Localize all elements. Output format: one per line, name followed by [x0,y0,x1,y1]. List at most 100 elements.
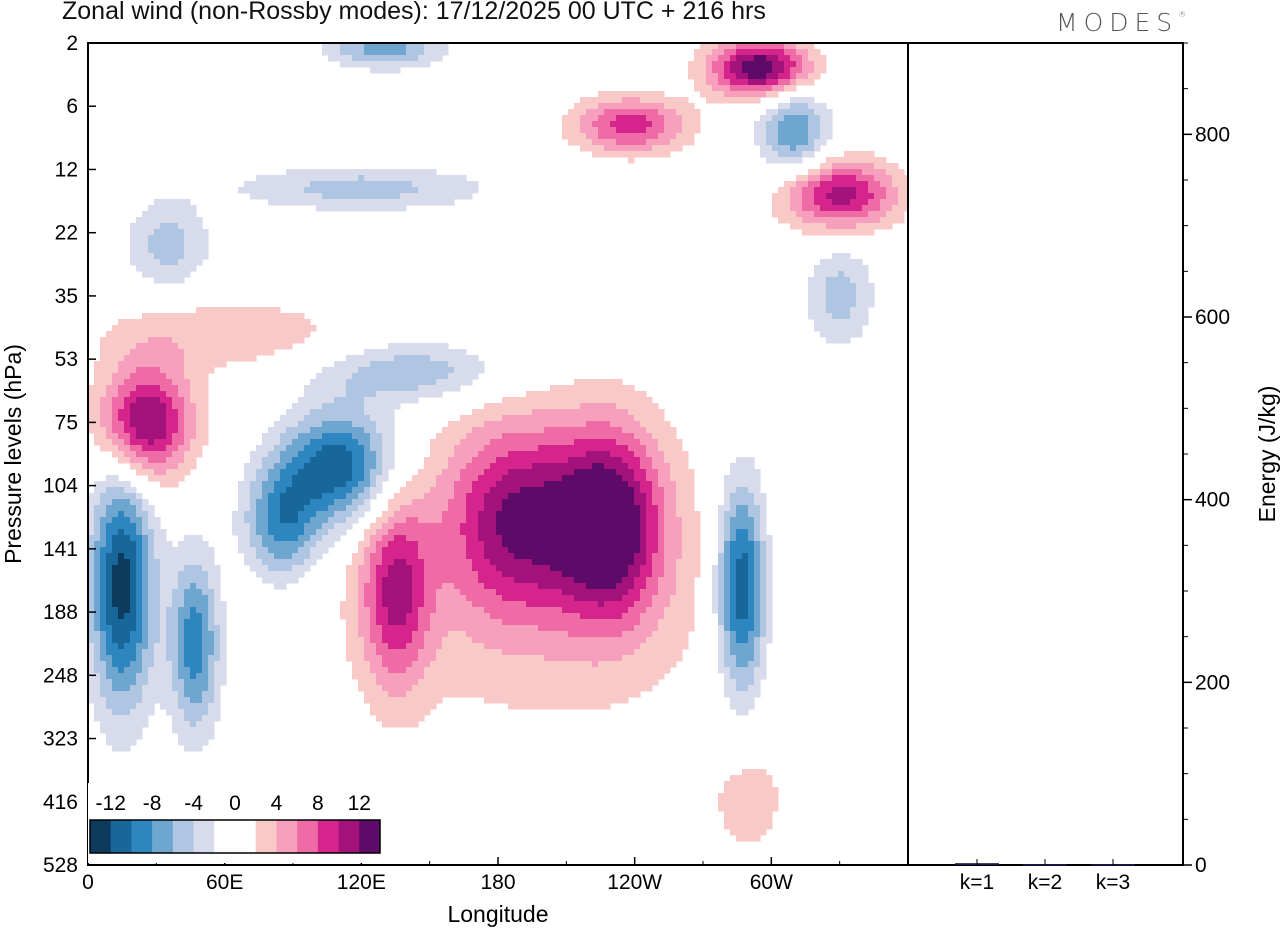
heatmap-cell [664,469,671,476]
heatmap-cell [430,505,437,512]
heatmap-cell [586,421,593,428]
heatmap-cell [370,391,377,398]
heatmap-cell [322,397,329,404]
heatmap-cell [130,325,137,332]
heatmap-cell [484,535,491,542]
heatmap-cell [844,211,851,218]
heatmap-cell [250,187,257,194]
heatmap-cell [472,415,479,422]
heatmap-cell [370,559,377,566]
heatmap-cell [784,49,791,56]
heatmap-cell [670,541,677,548]
heatmap-cell [640,439,647,446]
heatmap-cell [400,559,407,566]
heatmap-cell [562,475,569,482]
heatmap-cell [454,541,461,548]
heatmap-cell [826,313,833,320]
heatmap-cell [892,217,899,224]
heatmap-cell [778,157,785,164]
heatmap-cell [148,343,155,350]
heatmap-cell [106,529,113,536]
heatmap-cell [778,133,785,140]
heatmap-cell [712,85,719,92]
heatmap-cell [268,175,275,182]
heatmap-cell [742,529,749,536]
heatmap-cell [340,409,347,416]
heatmap-cell [688,595,695,602]
heatmap-cell [814,325,821,332]
heatmap-cell [160,427,167,434]
heatmap-cell [622,547,629,554]
heatmap-cell [244,181,251,188]
heatmap-cell [118,391,125,398]
heatmap-cell [778,43,785,50]
heatmap-cell [382,469,389,476]
heatmap-cell [622,535,629,542]
heatmap-cell [430,565,437,572]
heatmap-cell [250,517,257,524]
heatmap-cell [862,223,869,230]
heatmap-cell [136,331,143,338]
heatmap-cell [220,319,227,326]
heatmap-cell [304,493,311,500]
heatmap-cell [538,589,545,596]
heatmap-cell [184,553,191,560]
heatmap-cell [646,589,653,596]
heatmap-cell [802,133,809,140]
heatmap-cell [316,511,323,518]
heatmap-cell [286,187,293,194]
heatmap-cell [340,505,347,512]
heatmap-cell [610,427,617,434]
heatmap-cell [346,565,353,572]
heatmap-cell [364,571,371,578]
heatmap-cell [808,187,815,194]
zonal-wind-heatmap [88,43,908,842]
heatmap-cell [220,337,227,344]
heatmap-cell [418,181,425,188]
heatmap-cell [760,115,767,122]
heatmap-cell [598,541,605,548]
heatmap-cell [406,553,413,560]
heatmap-cell [370,367,377,374]
heatmap-cell [796,109,803,116]
heatmap-cell [304,397,311,404]
heatmap-cell [634,595,641,602]
heatmap-cell [640,403,647,410]
heatmap-cell [502,505,509,512]
heatmap-cell [586,403,593,410]
heatmap-cell [670,139,677,146]
heatmap-cell [802,49,809,56]
heatmap-cell [718,547,725,554]
heatmap-cell [460,541,467,548]
heatmap-cell [760,547,767,554]
heatmap-cell [454,451,461,458]
heatmap-cell [580,385,587,392]
heatmap-cell [544,433,551,440]
heatmap-cell [634,91,641,98]
heatmap-cell [364,451,371,458]
heatmap-cell [112,403,119,410]
heatmap-cell [676,97,683,104]
heatmap-cell [190,325,197,332]
heatmap-cell [550,571,557,578]
heatmap-cell [154,313,161,320]
heatmap-cell [652,505,659,512]
heatmap-cell [718,559,725,566]
heatmap-cell [160,565,167,572]
heatmap-cell [568,133,575,140]
heatmap-cell [358,205,365,212]
heatmap-cell [640,529,647,536]
heatmap-cell [322,475,329,482]
heatmap-cell [460,445,467,452]
heatmap-cell [490,439,497,446]
heatmap-cell [190,427,197,434]
heatmap-cell [322,517,329,524]
heatmap-cell [268,331,275,338]
heatmap-cell [592,127,599,134]
heatmap-cell [544,493,551,500]
heatmap-cell [652,523,659,530]
heatmap-cell [664,571,671,578]
heatmap-cell [250,505,257,512]
heatmap-cell [652,547,659,554]
heatmap-cell [862,265,869,272]
